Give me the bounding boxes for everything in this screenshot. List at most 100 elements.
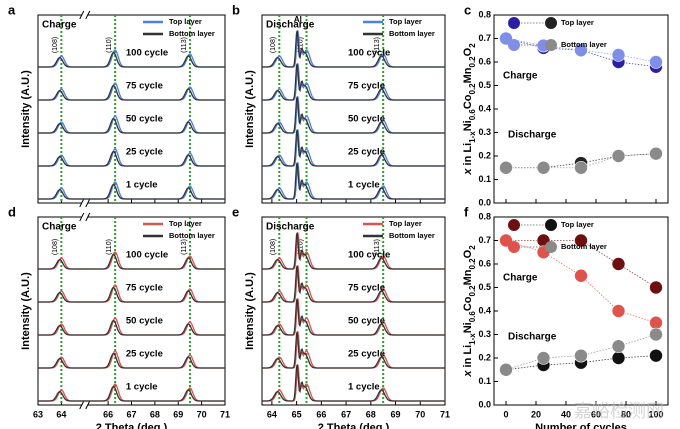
y-tick-label: 0.1	[478, 174, 491, 184]
legend-label: Top layer	[389, 219, 422, 228]
y-axis-label-part: 2	[468, 43, 477, 48]
x-tick-label: 71	[220, 409, 230, 419]
x-tick-label: 20	[531, 409, 541, 419]
data-point	[649, 315, 663, 330]
peak-label: (110)	[106, 239, 113, 255]
axis-break-gap	[81, 213, 88, 221]
panel-label: b	[232, 2, 240, 17]
series-line	[505, 240, 657, 324]
y-axis-label: Intensity (A.U.)	[244, 70, 256, 148]
x-tick-label: 100	[648, 409, 663, 419]
data-point	[649, 280, 663, 295]
y-tick-label: 0.4	[478, 103, 491, 113]
cycle-label: 100 cycle	[348, 48, 390, 59]
annotation: Discharge	[508, 129, 557, 140]
y-tick-label: 0.5	[478, 282, 491, 292]
x-axis-label: Number of cycles	[535, 422, 627, 429]
spectrum	[262, 232, 445, 270]
cycle-label: 75 cycle	[348, 283, 385, 294]
y-axis-label-part: x	[462, 168, 474, 176]
plot-frame	[37, 216, 226, 406]
y-axis-label-part: Co	[462, 94, 474, 109]
cycle-label: 75 cycle	[126, 283, 163, 294]
y-tick-label: 0.2	[478, 150, 491, 160]
data-point	[536, 160, 551, 175]
axis-break	[79, 10, 91, 20]
x-tick-label: 80	[621, 409, 631, 419]
spectrum	[38, 286, 225, 303]
y-tick-label: 0.3	[478, 329, 491, 339]
y-axis-label-part: Co	[462, 296, 474, 311]
legend-marker	[545, 241, 557, 253]
panel-label: e	[232, 204, 239, 219]
data-point	[574, 268, 588, 283]
x-tick-label: 60	[591, 409, 601, 419]
y-tick-label: 0.2	[478, 352, 491, 362]
y-axis-label-part: in Li	[462, 345, 474, 371]
cycle-label: 100 cycle	[126, 250, 168, 261]
y-axis-label-part: 1-x	[468, 333, 477, 345]
peak-label: (108)	[270, 37, 277, 53]
peak-label: (113)	[181, 37, 188, 53]
y-axis-label-part: 0.6	[468, 109, 477, 121]
x-tick-label: 66	[316, 409, 326, 419]
legend-label: Top layer	[561, 18, 594, 27]
data-point	[611, 304, 626, 318]
y-tick-label: 0.7	[478, 235, 491, 245]
spectrum	[262, 30, 445, 68]
panel-label: f	[464, 204, 469, 219]
spectrum	[262, 96, 445, 134]
y-axis-label-part: 0.2	[468, 56, 477, 68]
cycle-label: 25 cycle	[348, 147, 385, 158]
x-tick-label: 68	[150, 409, 160, 419]
peak-label: (108)	[270, 239, 277, 255]
x-tick-label: 70	[415, 409, 425, 419]
y-tick-label: 0.5	[478, 80, 491, 90]
y-axis-label-part: Ni	[462, 322, 474, 333]
x-tick-label: 65	[292, 409, 302, 419]
y-tick-label: 0.0	[478, 399, 491, 409]
y-axis-label-part: Mn	[462, 269, 474, 285]
peak-label: (113)	[181, 239, 188, 255]
plot-frame	[261, 14, 446, 204]
spectrum	[262, 298, 445, 336]
cycle-label: 100 cycle	[348, 250, 390, 261]
cycle-label: 75 cycle	[126, 81, 163, 92]
cycle-label: 1 cycle	[126, 180, 158, 191]
legend-marker	[508, 39, 520, 51]
legend-label: Bottom layer	[169, 29, 215, 38]
y-tick-label: 0.8	[478, 211, 491, 221]
panel-title: Discharge	[266, 20, 315, 31]
cycle-label: 100 cycle	[126, 48, 168, 59]
cycle-label: 50 cycle	[348, 114, 385, 125]
x-tick-label: 63	[33, 409, 43, 419]
legend-marker	[545, 39, 557, 51]
x-tick-label: 40	[561, 409, 571, 419]
spectrum	[38, 84, 225, 101]
peak-label: (110)	[297, 37, 304, 53]
panel-label: d	[8, 204, 16, 219]
axis-break-gap	[81, 199, 88, 207]
legend-label: Bottom layer	[389, 231, 435, 240]
y-axis-label-part: 0.6	[468, 311, 477, 323]
legend-marker	[545, 17, 557, 29]
spectrum	[38, 51, 225, 68]
spectrum	[262, 63, 445, 101]
peak-label: (113)	[374, 239, 381, 255]
spectrum	[262, 331, 445, 369]
legend-label: Bottom layer	[169, 231, 215, 240]
spectrum	[262, 265, 445, 303]
x-tick-label: 67	[341, 409, 351, 419]
x-axis-label: 2 Theta (deg.)	[96, 422, 168, 429]
spectrum	[38, 183, 225, 200]
x-tick-label: 71	[440, 409, 450, 419]
y-axis-label-part: 2	[468, 245, 477, 250]
legend-label: Bottom layer	[561, 40, 607, 49]
y-axis-label-part: Mn	[462, 67, 474, 83]
cycle-label: 1 cycle	[348, 180, 380, 191]
x-tick-label: 67	[126, 409, 136, 419]
data-point	[536, 351, 551, 365]
peak-label: (110)	[106, 37, 113, 53]
axis-break-gap	[81, 11, 88, 19]
